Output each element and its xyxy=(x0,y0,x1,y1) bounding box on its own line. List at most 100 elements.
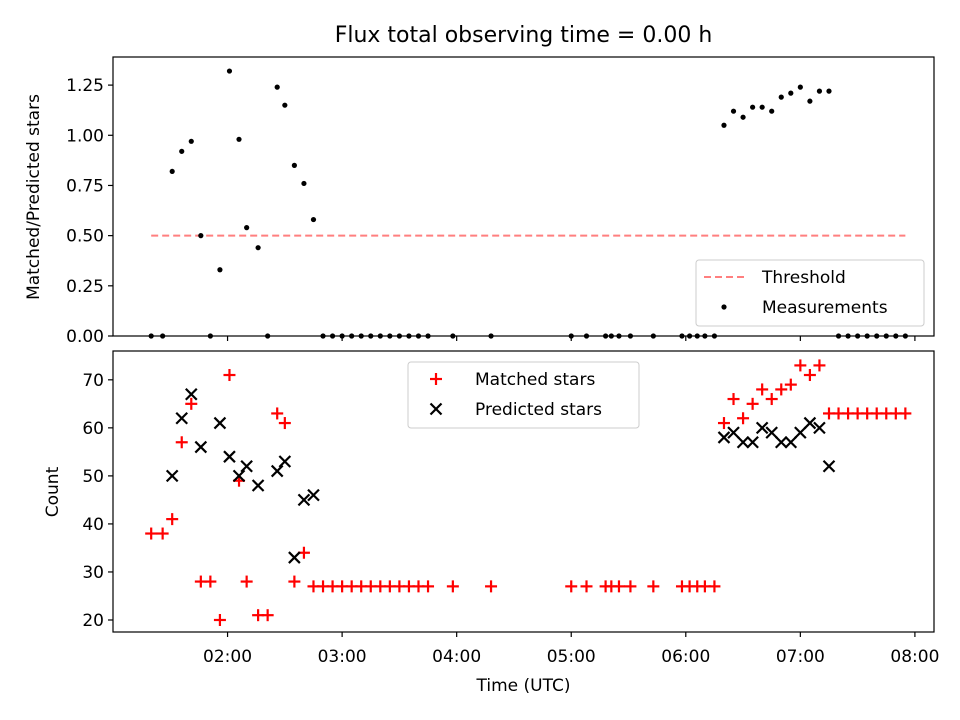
predicted-point xyxy=(288,551,301,564)
bottom-y-tick-label: 70 xyxy=(82,371,104,391)
matched-point xyxy=(765,393,778,406)
matched-point xyxy=(223,369,236,382)
predicted-point xyxy=(297,493,311,507)
matched-point xyxy=(708,580,721,593)
bottom-y-tick-label: 30 xyxy=(82,563,104,583)
predicted-point xyxy=(240,460,253,473)
predicted-point xyxy=(251,479,265,492)
predicted-point xyxy=(307,488,320,502)
measurement-point xyxy=(730,108,737,114)
top-y-tick-label: 0.00 xyxy=(66,327,104,347)
matched-point xyxy=(145,527,158,540)
matched-point xyxy=(166,513,179,526)
predicted-point xyxy=(746,435,759,449)
measurement-point xyxy=(721,122,727,128)
matched-point xyxy=(271,407,284,420)
measurement-point xyxy=(788,90,794,96)
measurement-point xyxy=(236,136,242,142)
predicted-point xyxy=(822,460,836,473)
measurement-point xyxy=(769,108,775,114)
measurement-point xyxy=(255,245,261,251)
legend-predicted-marker xyxy=(429,402,443,416)
measurement-point xyxy=(282,102,288,108)
measurement-point xyxy=(169,168,175,175)
chart-title: Flux total observing time = 0.00 h xyxy=(335,23,713,48)
predicted-point xyxy=(175,411,189,425)
top-y-tick-label: 0.50 xyxy=(66,227,104,247)
x-tick-label: 06:00 xyxy=(661,647,710,667)
matched-point xyxy=(261,609,274,622)
measurement-point xyxy=(750,104,756,110)
measurement-point xyxy=(759,104,765,110)
measurement-point xyxy=(291,162,297,168)
measurement-point xyxy=(179,148,185,154)
matched-point xyxy=(485,580,498,593)
top-y-tick-label: 1.25 xyxy=(66,76,104,96)
bottom-y-tick-label: 60 xyxy=(82,419,104,439)
bottom-panel-frame xyxy=(112,350,935,633)
matched-point xyxy=(899,407,912,420)
predicted-point xyxy=(232,469,246,483)
matched-point xyxy=(422,580,435,593)
predicted-point xyxy=(736,435,750,449)
matched-point xyxy=(278,417,291,430)
matched-point xyxy=(775,383,788,396)
legend-measurements-label: Measurements xyxy=(762,298,888,318)
legend-plus-glyph xyxy=(430,373,442,385)
legend-predicted-label: Predicted stars xyxy=(475,400,602,420)
matched-point xyxy=(717,417,730,430)
predicted-point xyxy=(755,421,769,435)
top-panel-frame xyxy=(112,56,935,337)
x-tick-label: 04:00 xyxy=(432,647,481,667)
matched-point xyxy=(746,397,759,410)
matched-point xyxy=(204,575,217,588)
predicted-point xyxy=(185,387,198,401)
legend-x-glyph xyxy=(429,402,443,416)
measurement-point xyxy=(807,98,813,104)
matched-point xyxy=(446,580,459,593)
matched-point xyxy=(624,580,637,593)
predicted-point xyxy=(727,426,740,439)
matched-point xyxy=(647,580,660,593)
matched-point xyxy=(213,613,226,626)
x-axis-label: Time (UTC) xyxy=(476,676,571,696)
matched-point xyxy=(612,580,625,593)
x-tick-label: 05:00 xyxy=(547,647,596,667)
predicted-point xyxy=(717,431,731,444)
bottom-legend-frame xyxy=(407,361,640,429)
matched-point xyxy=(288,575,301,588)
measurement-point xyxy=(826,88,832,94)
matched-point xyxy=(156,527,169,540)
legend-matched-label: Matched stars xyxy=(475,370,595,390)
matched-point xyxy=(727,393,740,406)
measurement-point xyxy=(217,267,223,273)
measurement-point xyxy=(244,225,250,231)
predicted-point xyxy=(774,435,788,449)
top-y-tick-label: 1.00 xyxy=(66,126,104,146)
predicted-point xyxy=(270,464,284,478)
matched-point xyxy=(580,580,593,593)
measurement-point xyxy=(797,84,803,90)
bottom-y-axis-label: Count xyxy=(43,466,63,517)
measurement-point xyxy=(816,88,823,94)
predicted-point xyxy=(278,455,292,468)
bottom-y-tick-label: 40 xyxy=(82,515,104,535)
matched-point xyxy=(175,436,188,449)
measurement-point xyxy=(274,84,280,90)
predicted-point xyxy=(165,469,179,483)
predicted-point xyxy=(765,426,778,439)
top-y-tick-label: 0.25 xyxy=(66,277,104,297)
x-tick-label: 07:00 xyxy=(776,647,825,667)
top-y-axis-label: Matched/Predicted stars xyxy=(24,94,44,300)
legend-threshold-label: Threshold xyxy=(761,268,846,288)
measurement-point xyxy=(740,114,746,120)
legend-measurements-marker xyxy=(721,304,727,310)
bottom-y-tick-label: 50 xyxy=(82,467,104,487)
predicted-point xyxy=(784,435,798,449)
bottom-legend: Matched stars Predicted stars xyxy=(407,361,640,429)
matched-point xyxy=(185,397,198,410)
measurement-point xyxy=(198,233,204,239)
matched-point xyxy=(240,575,253,588)
top-legend-frame xyxy=(695,259,925,327)
